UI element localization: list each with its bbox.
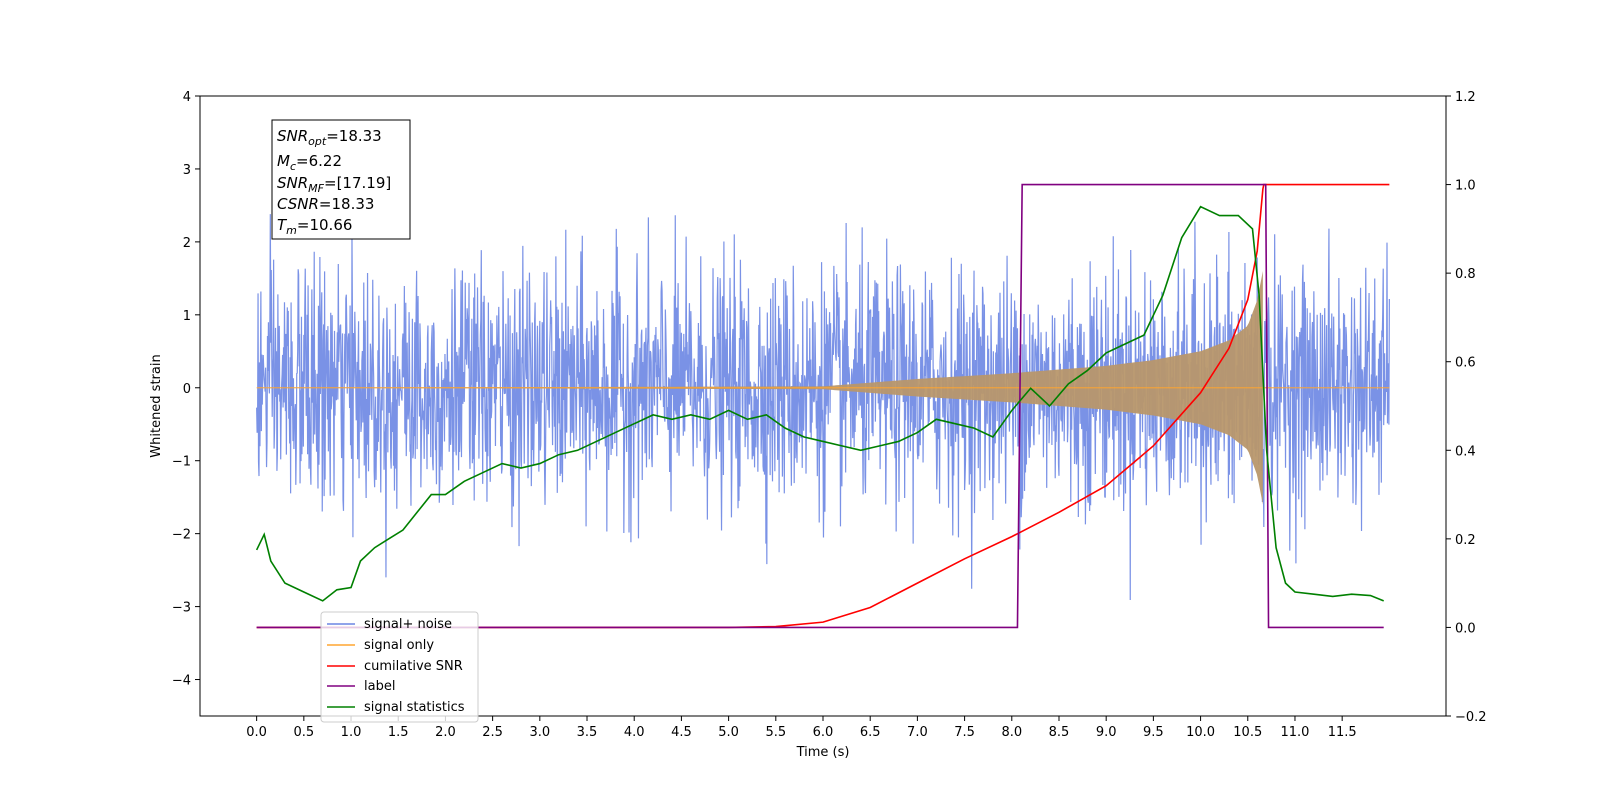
x-tick-label: 9.0	[1096, 725, 1117, 740]
annotation-snr-mf: SNRMF=[17.19]	[277, 174, 391, 195]
x-tick-label: 4.0	[624, 725, 645, 740]
series-layer	[255, 183, 1390, 629]
x-tick-label: 9.5	[1143, 725, 1164, 740]
annotation-csnr: CSNR=18.33	[277, 195, 374, 213]
legend: signal+ noise signal only cumilative SNR…	[320, 611, 479, 723]
legend-label: signal+ noise	[364, 617, 452, 632]
y2-tick-label: 1.0	[1455, 179, 1476, 194]
y-tick-label: 1	[183, 309, 191, 324]
stats-annotation: SNRopt=18.33 Mc=6.22 SNRMF=[17.19] CSNR=…	[271, 119, 411, 240]
legend-label: signal only	[364, 638, 434, 653]
legend-box	[320, 611, 479, 723]
x-tick-label: 5.0	[718, 725, 739, 740]
x-tick-label: 2.0	[435, 725, 456, 740]
y2-tick-label: 0.8	[1455, 267, 1476, 282]
y-tick-label: −4	[172, 674, 191, 689]
x-tick-label: 11.5	[1328, 725, 1357, 740]
x-tick-label: 1.5	[388, 725, 409, 740]
x-tick-label: 6.0	[813, 725, 834, 740]
x-tick-label: 11.0	[1280, 725, 1309, 740]
y-tick-label: −1	[172, 455, 191, 470]
y-tick-label: 2	[183, 236, 191, 251]
legend-item-signal-only: signal only	[327, 638, 434, 653]
x-tick-label: 7.0	[907, 725, 928, 740]
legend-item-label: label	[327, 679, 395, 694]
y2-tick-label: 0.2	[1455, 533, 1476, 548]
series-label	[256, 183, 1384, 629]
series-signal-statistics	[255, 205, 1384, 602]
legend-item-cumulative-snr: cumilative SNR	[327, 659, 463, 674]
y2-tick-label: 0.0	[1455, 621, 1476, 636]
y2-tick-label: 1.2	[1455, 90, 1476, 105]
y2-tick-label: −0.2	[1455, 710, 1487, 725]
legend-label: cumilative SNR	[364, 659, 463, 674]
x-tick-label: 8.0	[1001, 725, 1022, 740]
x-axis-label: Time (s)	[796, 745, 850, 760]
ticks-layer: 0.0 0.5 1.0 1.5 2.0 2.5 3.0 3.5 4.0 4.5 5.0 5.5 6.0 6…	[172, 90, 1487, 740]
x-tick-label: 1.0	[341, 725, 362, 740]
x-tick-label: 0.5	[293, 725, 314, 740]
y-tick-label: −2	[172, 528, 191, 543]
x-tick-label: 0.0	[246, 725, 267, 740]
y2-tick-label: 0.4	[1455, 444, 1476, 459]
x-tick-label: 8.5	[1049, 725, 1070, 740]
x-tick-label: 10.5	[1233, 725, 1262, 740]
x-tick-label: 6.5	[860, 725, 881, 740]
legend-item-signal-noise: signal+ noise	[327, 617, 452, 632]
y-tick-label: −3	[172, 601, 191, 616]
y2-tick-label: 0.6	[1455, 356, 1476, 371]
legend-label: label	[364, 679, 395, 694]
series-cumulative-snr	[256, 183, 1390, 629]
annotation-tm: Tm=10.66	[277, 216, 352, 237]
x-tick-label: 7.5	[954, 725, 975, 740]
y-tick-label: 0	[183, 382, 191, 397]
x-tick-label: 2.5	[482, 725, 503, 740]
x-tick-label: 4.5	[671, 725, 692, 740]
x-tick-label: 5.5	[765, 725, 786, 740]
y-tick-label: 4	[183, 90, 191, 105]
x-tick-label: 3.0	[529, 725, 550, 740]
annotation-box	[271, 119, 411, 240]
legend-item-signal-statistics: signal statistics	[327, 700, 465, 715]
y-axis-label: Whitened strain	[149, 354, 164, 457]
legend-label: signal statistics	[364, 700, 465, 715]
x-tick-label: 3.5	[577, 725, 598, 740]
y-tick-label: 3	[183, 163, 191, 178]
annotation-mc: Mc=6.22	[277, 152, 342, 173]
x-tick-label: 10.0	[1186, 725, 1215, 740]
annotation-snr-opt: SNRopt=18.33	[277, 127, 382, 148]
